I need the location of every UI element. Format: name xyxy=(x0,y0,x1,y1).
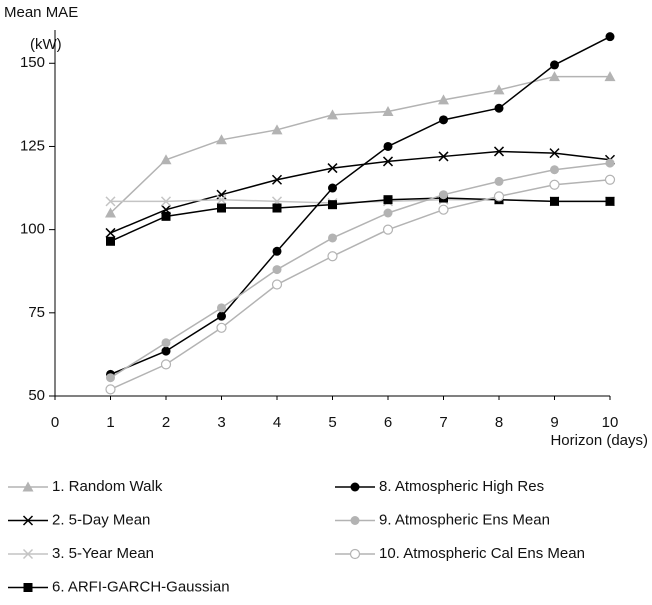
marker xyxy=(328,200,337,210)
x-tick-label: 2 xyxy=(162,414,170,431)
marker xyxy=(216,189,227,200)
marker xyxy=(438,94,449,105)
marker xyxy=(217,203,226,213)
marker xyxy=(550,60,559,70)
x-tick-label: 0 xyxy=(51,414,59,431)
legend-label: 9. Atmospheric Ens Mean xyxy=(379,511,550,528)
series-line xyxy=(110,197,610,242)
marker xyxy=(105,384,116,395)
marker xyxy=(161,211,171,221)
marker xyxy=(105,227,116,238)
marker xyxy=(604,71,616,82)
marker xyxy=(160,196,172,207)
x-tick-label: 7 xyxy=(439,414,447,431)
legend-marker xyxy=(350,482,360,492)
marker xyxy=(604,174,616,185)
legend-label: 1. Random Walk xyxy=(52,478,163,495)
series-line xyxy=(110,178,611,391)
x-tick-label: 5 xyxy=(328,414,336,431)
marker xyxy=(605,158,615,168)
marker xyxy=(216,322,227,333)
marker xyxy=(161,346,171,356)
legend-marker xyxy=(350,516,360,525)
x-tick-label: 1 xyxy=(106,414,114,431)
marker xyxy=(160,154,172,165)
legend-label: 6. ARFI-GARCH-Gaussian xyxy=(52,578,230,595)
y-tick-label: 125 xyxy=(20,137,45,154)
marker xyxy=(549,71,560,82)
series-line xyxy=(109,75,610,214)
marker xyxy=(106,373,115,383)
marker xyxy=(217,303,226,313)
marker xyxy=(160,359,172,370)
marker xyxy=(272,246,282,256)
series-line xyxy=(110,162,611,379)
marker xyxy=(493,146,505,157)
marker xyxy=(328,183,337,193)
marker xyxy=(271,174,283,185)
marker xyxy=(494,176,504,186)
legend-marker xyxy=(22,515,34,526)
marker xyxy=(549,179,560,190)
marker xyxy=(328,233,337,243)
marker xyxy=(216,194,227,205)
marker xyxy=(272,203,282,213)
x-tick-label: 6 xyxy=(384,414,392,431)
marker xyxy=(161,338,171,348)
marker xyxy=(493,84,505,95)
marker xyxy=(327,251,338,262)
marker xyxy=(382,156,394,167)
marker xyxy=(382,106,394,117)
x-tick-label: 4 xyxy=(273,414,281,431)
x-tick-label: 8 xyxy=(495,414,503,431)
y-tick-label: 50 xyxy=(28,387,45,404)
y-axis-unit: (kW) xyxy=(30,36,62,53)
series-line xyxy=(110,35,611,376)
marker xyxy=(438,204,449,215)
y-tick-label: 100 xyxy=(20,221,45,238)
marker xyxy=(439,115,448,125)
legend-marker xyxy=(22,481,34,492)
x-tick-label: 10 xyxy=(602,414,619,431)
series-line xyxy=(110,150,611,234)
legend-marker xyxy=(22,548,34,560)
marker xyxy=(383,208,393,218)
x-tick-label: 9 xyxy=(550,414,558,431)
legend-label: 2. 5-Day Mean xyxy=(52,511,150,528)
marker xyxy=(550,196,559,206)
marker xyxy=(383,141,393,151)
marker xyxy=(550,165,559,175)
x-tick-label: 3 xyxy=(217,414,225,431)
legend-label: 8. Atmospheric High Res xyxy=(379,478,544,495)
marker xyxy=(494,103,504,113)
marker xyxy=(438,151,449,162)
marker xyxy=(105,196,116,207)
marker xyxy=(327,109,338,120)
marker xyxy=(327,163,338,174)
marker xyxy=(105,207,116,218)
legend-label: 10. Atmospheric Cal Ens Mean xyxy=(379,545,585,562)
marker xyxy=(216,134,227,145)
y-tick-label: 150 xyxy=(20,54,45,71)
legend-marker xyxy=(349,548,361,560)
x-axis-label: Horizon (days) xyxy=(550,432,648,449)
y-tick-label: 75 xyxy=(28,304,45,321)
marker xyxy=(383,195,393,205)
marker xyxy=(106,236,115,246)
marker xyxy=(549,148,560,159)
marker xyxy=(605,196,615,206)
legend-marker xyxy=(23,583,33,592)
marker xyxy=(271,279,283,290)
y-axis-label: Mean MAE xyxy=(4,4,78,21)
marker xyxy=(272,265,282,275)
marker xyxy=(493,191,505,202)
legend-label: 3. 5-Year Mean xyxy=(52,545,154,562)
marker xyxy=(439,190,448,200)
marker xyxy=(382,224,394,235)
marker xyxy=(605,32,615,42)
marker xyxy=(271,124,283,135)
marker xyxy=(217,311,226,321)
